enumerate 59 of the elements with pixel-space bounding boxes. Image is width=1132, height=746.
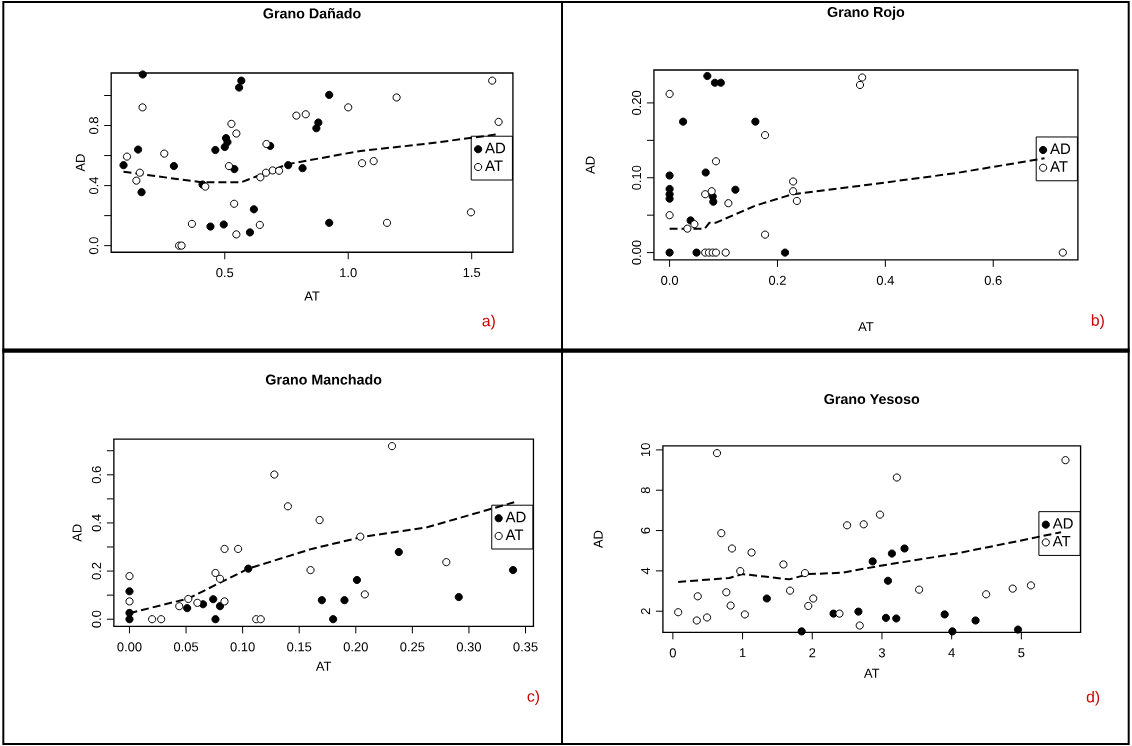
y-tick-label: 0.2	[91, 562, 102, 580]
y-axis-title: AD	[593, 530, 603, 549]
x-tick-label: 0.25	[400, 642, 425, 652]
y-axis-title: AD	[585, 156, 595, 174]
x-axis-title: AT	[858, 322, 874, 332]
x-tick-label: 5	[1018, 648, 1025, 658]
chart-title: Grano Yesoso	[824, 394, 920, 405]
y-tick-label: 0.4	[91, 514, 102, 532]
x-tick-label: 0.5	[216, 268, 234, 278]
legend-label: AD	[505, 511, 526, 523]
text: b)	[1091, 314, 1104, 330]
x-axis-title: AT	[863, 668, 880, 678]
x-tick-label: 4	[948, 648, 955, 658]
y-tick-label: 6	[640, 527, 651, 534]
x-tick-label: 0.4	[876, 275, 894, 285]
y-tick-label: 0.10	[631, 165, 642, 190]
y-axis-title: AD	[75, 154, 85, 172]
x-tick-label: 1.5	[463, 268, 481, 278]
x-axis-title: AT	[315, 661, 332, 671]
legend-label: AT	[505, 529, 524, 540]
legend-label: AD	[1050, 143, 1071, 154]
legend-label: AD	[1052, 518, 1073, 529]
y-tick-label: 10	[640, 443, 651, 457]
x-tick-label: 0.30	[456, 642, 482, 652]
y-tick-label: 0.6	[91, 466, 102, 484]
x-tick-label: 0.15	[287, 642, 312, 652]
legend-label: AT	[1050, 161, 1068, 172]
x-tick-label: 0.6	[984, 275, 1002, 285]
y-tick-label: 4	[641, 567, 651, 575]
legend-label: AD	[485, 142, 506, 154]
y-tick-label: 0.4	[89, 177, 99, 195]
x-tick-label: 0	[669, 648, 676, 658]
text: a)	[482, 314, 495, 330]
text: c)	[527, 690, 540, 705]
x-tick-label: 0.00	[117, 642, 142, 652]
y-axis-title: AD	[72, 524, 82, 542]
x-tick-label: 1	[739, 648, 746, 658]
y-tick-label: 0.0	[89, 237, 99, 255]
y-tick-label: 2	[641, 608, 651, 615]
x-tick-label: 0.10	[230, 642, 255, 652]
chart-title: Grano Manchado	[265, 374, 382, 385]
x-tick-label: 3	[878, 648, 885, 658]
x-tick-label: 0.20	[343, 642, 368, 652]
x-tick-label: 0.05	[173, 642, 199, 652]
x-tick-label: 0.0	[661, 275, 679, 285]
x-tick-label: 0.2	[768, 275, 786, 285]
x-axis-title: AT	[304, 291, 320, 301]
y-tick-label: 0.8	[89, 117, 99, 135]
y-tick-label: 0.0	[91, 610, 102, 628]
x-tick-label: 1.0	[340, 268, 357, 278]
chart-title: Grano Dañado	[263, 8, 361, 19]
legend-label: AT	[1052, 536, 1071, 547]
y-tick-label: 8	[640, 487, 651, 494]
x-tick-label: 0.35	[513, 642, 538, 652]
y-tick-label: 0.20	[631, 90, 642, 116]
chart-title: Grano Rojo	[827, 6, 905, 20]
x-tick-label: 2	[809, 648, 816, 658]
text: d)	[1086, 690, 1100, 706]
legend-label: AT	[485, 160, 503, 171]
